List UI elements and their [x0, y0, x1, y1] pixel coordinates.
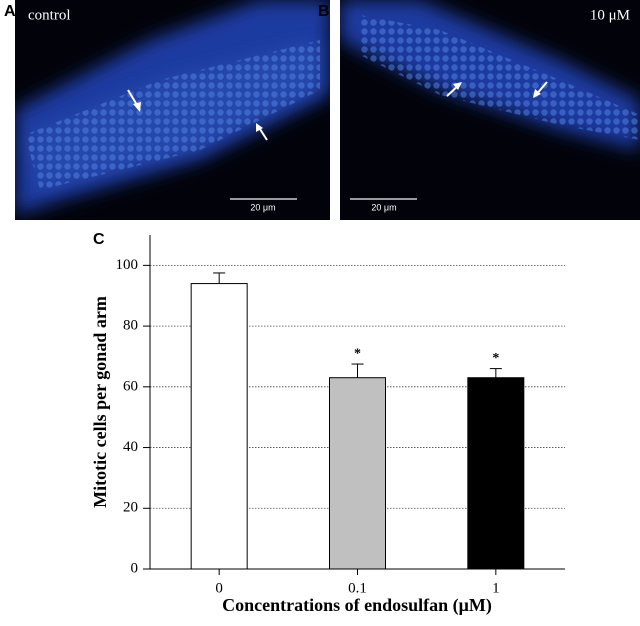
x-tick-label: 1 — [492, 580, 500, 596]
y-tick-label: 0 — [131, 560, 139, 576]
panel-caption: 10 μM — [590, 7, 630, 23]
bar — [329, 377, 386, 570]
bar — [190, 283, 248, 570]
x-axis-title: Concentrations of endosulfan (μM) — [222, 595, 492, 616]
x-tick-label: 0.1 — [348, 580, 367, 596]
y-tick-label: 20 — [123, 500, 138, 516]
y-tick-label: 100 — [116, 257, 139, 273]
scale-bar-label: 20 μm — [371, 202, 396, 212]
y-tick-label: 60 — [123, 378, 138, 394]
bar — [467, 377, 525, 570]
y-tick-label: 80 — [123, 318, 138, 334]
y-tick-label: 40 — [123, 439, 138, 455]
significance-mark: * — [492, 351, 499, 366]
scale-bar-label: 20 μm — [250, 202, 275, 212]
x-tick-label: 0 — [215, 580, 223, 596]
micrograph-a — [15, 0, 330, 220]
significance-mark: * — [354, 346, 361, 361]
panel-label: A — [4, 3, 16, 20]
micrograph-b — [340, 0, 640, 220]
panel-caption: control — [28, 7, 71, 23]
panel-label: C — [93, 231, 105, 248]
y-axis-title: Mitotic cells per gonad arm — [90, 296, 110, 508]
plot: 0 20 40 60 80 100 0 0.1 * 1 * — [116, 235, 565, 596]
panel-label: B — [318, 3, 330, 20]
